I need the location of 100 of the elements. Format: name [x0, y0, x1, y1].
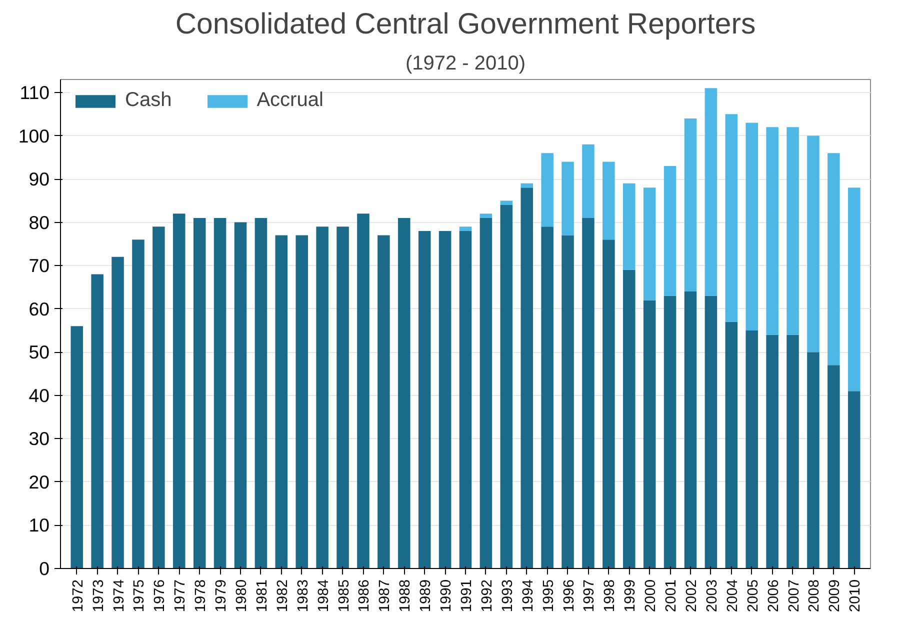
bar: [807, 352, 820, 568]
bar: [91, 274, 104, 568]
x-tick-label: 2002: [684, 579, 700, 612]
y-tick-label: 10: [28, 514, 50, 536]
x-tick-label: 2009: [827, 579, 844, 612]
bar: [541, 226, 554, 568]
bar: [316, 226, 328, 568]
bar: [480, 218, 492, 568]
x-tick-label: 1992: [479, 579, 496, 612]
bar: [602, 162, 615, 240]
bar: [438, 230, 452, 568]
x-tick-label: 1974: [111, 579, 128, 612]
bar: [704, 88, 718, 296]
bar: [684, 292, 697, 568]
bar: [562, 162, 574, 236]
x-tick-label: 1990: [438, 579, 455, 612]
bar: [786, 127, 799, 335]
x-tick-label: 1996: [561, 579, 578, 612]
bar: [746, 330, 758, 568]
bar: [152, 226, 165, 568]
bar: [173, 214, 186, 568]
bar: [848, 188, 860, 392]
x-tick-label: 1983: [295, 579, 312, 612]
x-tick-label: 2010: [848, 579, 864, 612]
bar: [275, 235, 288, 568]
y-tick-label: 30: [28, 428, 50, 450]
bar: [459, 230, 472, 568]
x-tick-label: 1986: [356, 579, 373, 612]
x-tick-label: 2006: [766, 579, 782, 612]
y-tick-label: 20: [28, 471, 50, 492]
bar: [459, 226, 472, 231]
bar: [500, 204, 513, 568]
bar: [664, 166, 676, 296]
x-tick-label: 1987: [377, 579, 394, 612]
bar: [234, 222, 247, 568]
bar: [807, 136, 820, 352]
bar: [766, 334, 778, 568]
chart-title: Consolidated Central Government Reporters: [175, 8, 756, 40]
x-tick-label: 1976: [152, 579, 168, 612]
x-tick-label: 1989: [418, 579, 434, 612]
bar: [357, 214, 370, 568]
bar: [296, 235, 308, 568]
x-tick-label: 1995: [540, 579, 557, 612]
bar: [378, 235, 390, 568]
x-tick-label: 1978: [193, 579, 210, 612]
x-tick-label: 2000: [643, 579, 660, 612]
y-tick-label: 90: [28, 168, 50, 190]
bar: [786, 334, 799, 568]
bar: [193, 218, 206, 568]
chart-subtitle: (1972 - 2010): [405, 52, 526, 74]
bar: [112, 256, 124, 568]
x-tick-label: 1977: [172, 579, 189, 612]
bar: [828, 365, 840, 568]
bar: [725, 114, 738, 322]
x-tick-label: 2008: [806, 579, 823, 612]
bar: [725, 322, 738, 568]
y-tick-label: 80: [28, 212, 50, 233]
bar: [214, 218, 226, 568]
x-tick-label: 1991: [459, 579, 475, 612]
bar: [766, 127, 778, 335]
bar: [520, 183, 533, 188]
x-tick-label: 1999: [622, 579, 639, 612]
y-tick-label: 60: [28, 298, 50, 320]
bar: [602, 240, 615, 568]
x-tick-label: 1993: [500, 579, 516, 612]
x-tick-label: 2004: [724, 579, 741, 612]
x-tick-label: 1972: [70, 579, 86, 612]
x-tick-label: 1980: [234, 579, 250, 612]
x-tick-label: 2005: [745, 579, 762, 612]
bar: [643, 300, 656, 568]
x-tick-label: 1981: [254, 579, 270, 612]
bar: [623, 270, 636, 568]
bar: [746, 122, 758, 330]
bar: [664, 296, 676, 568]
x-tick-label: 1985: [336, 579, 352, 612]
bar: [336, 226, 349, 568]
legend-label: Accrual: [256, 89, 324, 112]
bar: [643, 188, 656, 300]
y-tick-label: 0: [39, 558, 50, 579]
x-tick-label: 1973: [90, 579, 107, 612]
x-tick-label: 1984: [316, 579, 332, 612]
bar: [541, 153, 554, 227]
bar: [828, 153, 840, 366]
legend-label: Cash: [125, 89, 172, 112]
y-tick-label: 100: [18, 125, 50, 146]
x-tick-label: 1979: [214, 579, 230, 612]
bar: [500, 200, 513, 205]
x-tick-label: 2003: [704, 579, 720, 612]
x-tick-label: 1994: [520, 579, 536, 612]
x-tick-label: 2007: [786, 579, 802, 612]
bar: [623, 183, 636, 270]
x-tick-label: 1997: [582, 579, 598, 612]
x-tick-label: 2001: [664, 579, 680, 612]
bar: [418, 230, 431, 568]
bar: [132, 240, 144, 568]
bar: [582, 144, 594, 218]
bar: [684, 118, 697, 292]
bar: [398, 218, 410, 568]
x-tick-label: 1975: [132, 579, 148, 612]
bar: [520, 188, 533, 568]
